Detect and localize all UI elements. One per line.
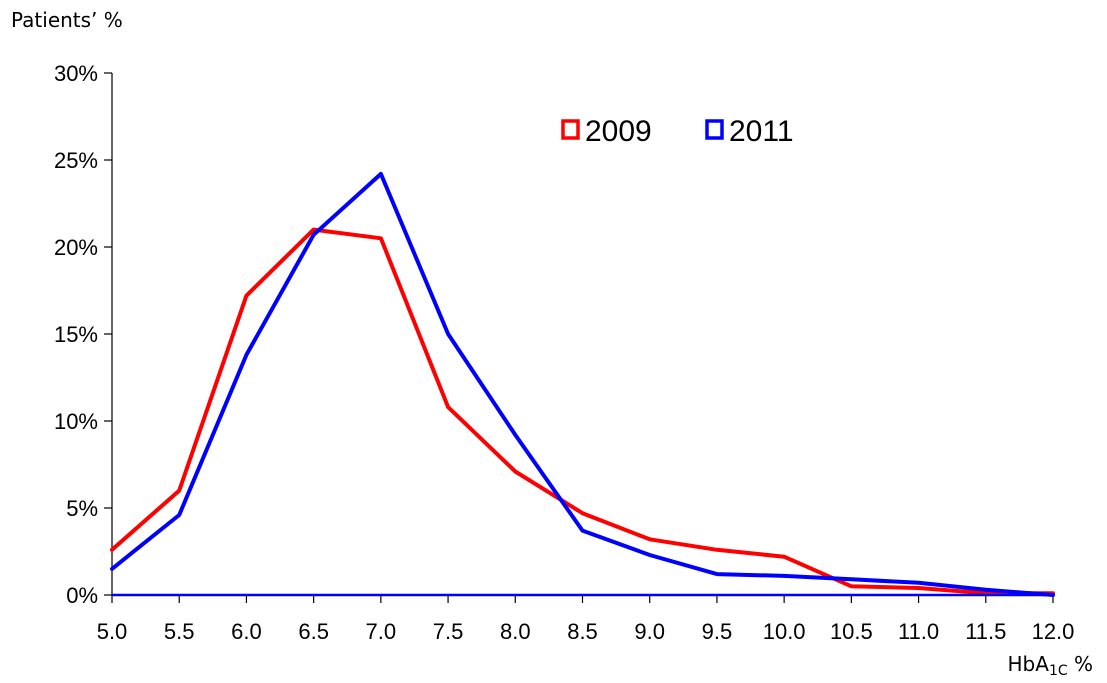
x-tick-label: 11.5 xyxy=(965,619,1006,644)
legend-label-2009: 2009 xyxy=(585,115,652,148)
x-axis-title-subscript: 1C xyxy=(1048,663,1068,679)
legend-label-2011: 2011 xyxy=(729,115,794,148)
x-tick-label: 11.0 xyxy=(898,619,939,644)
legend-swatch-2011 xyxy=(705,119,724,140)
x-tick-label: 10.0 xyxy=(763,619,806,644)
x-tick-label: 6.5 xyxy=(298,619,329,644)
y-axis-title: Patients’ % xyxy=(11,8,123,32)
x-tick-label: 10.5 xyxy=(830,619,873,644)
y-tick-label: 5% xyxy=(66,496,98,521)
y-tick-label: 15% xyxy=(54,322,98,347)
y-tick-label: 30% xyxy=(54,61,98,86)
x-axis-title-suffix: % xyxy=(1067,652,1093,676)
x-tick-label: 5.0 xyxy=(97,619,128,644)
y-tick-label: 0% xyxy=(66,583,98,608)
x-tick-label: 12.0 xyxy=(1032,619,1075,644)
axes: 0% 5% 10% 15% 20% 25% 30% 5.0 5.5 6.0 6.5 7.0 7.5 8.0… xyxy=(54,61,1074,644)
x-tick-label: 8.0 xyxy=(500,619,531,644)
x-tick-label: 5.5 xyxy=(164,619,195,644)
legend: 2009 2011 xyxy=(561,115,794,148)
x-tick-label: 8.5 xyxy=(567,619,598,644)
series-line-2009 xyxy=(110,227,1055,596)
y-tick-label: 25% xyxy=(54,148,98,173)
x-tick-label: 9.5 xyxy=(702,619,733,644)
x-tick-label: 7.5 xyxy=(433,619,464,644)
x-axis-title-base: HbA xyxy=(1007,652,1049,676)
x-axis-title: HbA1C % xyxy=(1008,652,1093,679)
y-tick-label: 10% xyxy=(54,409,98,434)
legend-swatch-2009 xyxy=(561,119,580,140)
x-tick-label: 9.0 xyxy=(634,619,665,644)
series-line-2011 xyxy=(110,171,1055,597)
x-tick-label: 7.0 xyxy=(366,619,397,644)
series-lines xyxy=(110,171,1055,597)
y-tick-label: 20% xyxy=(54,235,98,260)
x-tick-label: 6.0 xyxy=(231,619,262,644)
